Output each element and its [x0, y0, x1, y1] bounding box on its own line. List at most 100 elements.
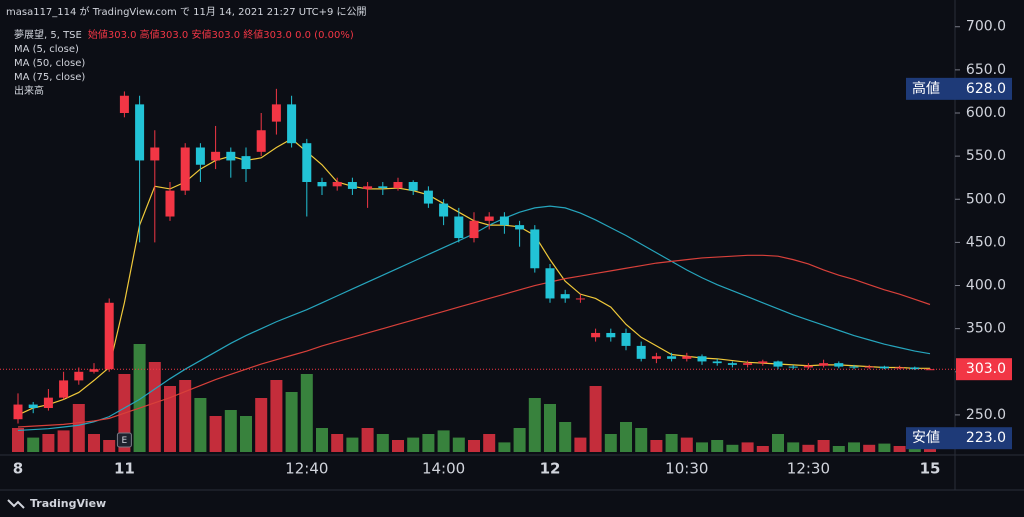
volume-bar [544, 404, 556, 452]
candle-body [651, 356, 661, 359]
candle-body [423, 190, 433, 204]
volume-bar [802, 444, 815, 452]
candle-body [560, 294, 570, 299]
candle-body [195, 147, 205, 165]
ohlc-text: 始値303.0 高値303.0 安値303.0 終値303.0 0.0 (0.0… [88, 28, 354, 41]
candle-body [591, 332, 601, 338]
legend-entry: MA (75, close) [14, 72, 85, 83]
logo [7, 499, 25, 509]
price-marker-label: 223.0 [966, 430, 1006, 446]
x-tick-label: 12:30 [787, 460, 830, 478]
candle-body [226, 151, 236, 161]
candle-body [271, 104, 281, 122]
price-marker-label: 628.0 [966, 81, 1006, 97]
volume-bar [194, 398, 207, 452]
y-tick-label: 400.0 [966, 278, 1006, 294]
volume-bar [604, 434, 617, 452]
volume-bar [498, 442, 511, 452]
price-marker-name: 高値 [912, 80, 940, 97]
candle-body [119, 95, 129, 113]
candle-body [484, 216, 494, 221]
volume-bar [209, 416, 222, 452]
candle-body [910, 367, 920, 370]
x-tick-label: 11 [114, 460, 135, 478]
volume-bar [224, 410, 237, 452]
volume-bar [848, 442, 860, 452]
y-tick-label: 550.0 [966, 148, 1006, 164]
candle-body [864, 366, 874, 368]
candle-body [180, 147, 190, 191]
volume-bar [559, 422, 572, 452]
volume-bar [42, 434, 55, 452]
candle-body [819, 363, 829, 366]
volume-bar [57, 430, 70, 452]
volume-bar [346, 437, 359, 452]
x-tick-label: 12 [540, 460, 561, 478]
y-tick-label: 500.0 [966, 191, 1006, 207]
candle-body [150, 147, 160, 161]
candle-body [530, 229, 540, 269]
volume-bar [285, 392, 298, 452]
candle-body [515, 225, 525, 230]
candle-body [241, 156, 251, 170]
candle-body [803, 365, 813, 368]
volume-bar [665, 434, 678, 452]
candle-body [621, 332, 631, 346]
volume-bar [27, 437, 40, 452]
volume-bar [589, 386, 602, 452]
y-tick-label: 600.0 [966, 105, 1006, 121]
volume-bar [832, 446, 845, 452]
x-tick-label: 12:40 [285, 460, 328, 478]
volume-bar [483, 434, 496, 452]
volume-bar [133, 344, 146, 452]
volume-bar [772, 434, 784, 452]
volume-bar [407, 437, 420, 452]
legend-entry: MA (50, close) [14, 58, 85, 69]
volume-bar [164, 386, 176, 452]
volume-bar [255, 398, 268, 452]
candle-body [454, 216, 464, 239]
candle-body [347, 182, 357, 189]
candle-body [575, 298, 585, 300]
volume-bar [392, 440, 404, 452]
candle-body [879, 366, 889, 369]
volume-bar [422, 434, 435, 452]
candle-body [834, 363, 844, 367]
candle-body [408, 182, 418, 191]
candle-body [682, 356, 692, 359]
volume-bar [376, 434, 389, 452]
candle-body [727, 363, 737, 365]
footer-brand[interactable]: TradingView [30, 497, 106, 510]
publish-note: masa117_114 が TradingView.com で 11月 14, … [6, 5, 367, 18]
candle-body [43, 397, 53, 409]
volume-bar [468, 440, 480, 452]
volume-bar [452, 437, 465, 452]
candle-body [743, 363, 753, 365]
volume-bar [331, 434, 344, 452]
y-tick-label: 250.0 [966, 407, 1006, 423]
candle-body [545, 268, 555, 299]
candle-body [378, 186, 388, 189]
candle-body [13, 404, 23, 420]
candle-body [317, 182, 327, 187]
volume-bar [574, 437, 587, 452]
x-tick-label: 15 [920, 460, 941, 478]
ma-line [17, 254, 931, 428]
y-tick-label: 650.0 [966, 62, 1006, 78]
y-tick-label: 350.0 [966, 321, 1006, 337]
candle-body [135, 104, 145, 161]
volume-bar [148, 362, 161, 452]
candle-body [895, 367, 905, 369]
x-tick-label: 8 [13, 460, 23, 478]
volume-bar [361, 428, 374, 452]
candle-body [712, 361, 722, 364]
x-tick-label: 14:00 [422, 460, 465, 478]
volume-bar [528, 398, 541, 452]
candle-body [469, 220, 479, 239]
earnings-marker: E [122, 436, 128, 446]
candle-body [758, 361, 768, 364]
volume-bar [620, 422, 632, 452]
candle-body [332, 182, 342, 187]
volume-bar [437, 430, 450, 452]
